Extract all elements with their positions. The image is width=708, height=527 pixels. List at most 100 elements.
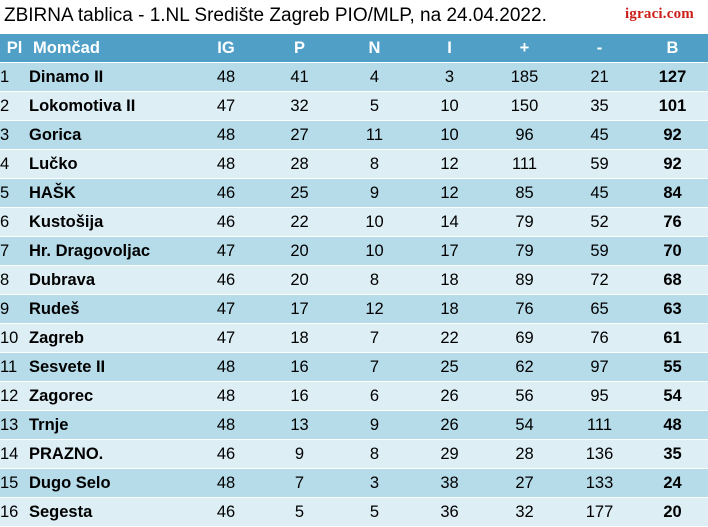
cell-goals-against: 65 bbox=[562, 294, 637, 324]
cell-wins: 20 bbox=[262, 236, 337, 266]
cell-games: 46 bbox=[190, 439, 262, 469]
cell-points: 54 bbox=[637, 381, 708, 411]
cell-goals-for: 150 bbox=[487, 91, 562, 121]
table-row: 4 Lučko 48 28 8 12 111 59 92 bbox=[0, 149, 708, 179]
cell-games: 47 bbox=[190, 294, 262, 324]
cell-goals-against: 45 bbox=[562, 120, 637, 150]
cell-draws: 6 bbox=[337, 381, 412, 411]
cell-goals-against: 177 bbox=[562, 497, 637, 527]
cell-team: Lokomotiva II bbox=[29, 91, 190, 121]
cell-draws: 7 bbox=[337, 352, 412, 382]
cell-goals-for: 27 bbox=[487, 468, 562, 498]
cell-goals-for: 32 bbox=[487, 497, 562, 527]
table-row: 9 Rudeš 47 17 12 18 76 65 63 bbox=[0, 294, 708, 324]
cell-draws: 9 bbox=[337, 178, 412, 208]
column-header-position: Pl bbox=[0, 34, 29, 63]
column-header-goals-for: + bbox=[487, 34, 562, 63]
cell-draws: 8 bbox=[337, 265, 412, 295]
cell-draws: 11 bbox=[337, 120, 412, 150]
cell-games: 48 bbox=[190, 62, 262, 92]
cell-team: Zagorec bbox=[29, 381, 190, 411]
page-title: ZBIRNA tablica - 1.NL Središte Zagreb PI… bbox=[4, 5, 547, 26]
cell-draws: 3 bbox=[337, 468, 412, 498]
table-row: 11 Sesvete II 48 16 7 25 62 97 55 bbox=[0, 352, 708, 382]
cell-goals-against: 111 bbox=[562, 410, 637, 440]
cell-team: Segesta bbox=[29, 497, 190, 527]
cell-points: 101 bbox=[637, 91, 708, 121]
cell-position: 10 bbox=[0, 323, 29, 353]
cell-position: 7 bbox=[0, 236, 29, 266]
column-header-points: B bbox=[637, 34, 708, 63]
cell-losses: 26 bbox=[412, 410, 487, 440]
cell-points: 48 bbox=[637, 410, 708, 440]
cell-points: 35 bbox=[637, 439, 708, 469]
cell-games: 47 bbox=[190, 91, 262, 121]
cell-points: 92 bbox=[637, 120, 708, 150]
cell-games: 48 bbox=[190, 352, 262, 382]
site-logo[interactable]: igraci.com bbox=[624, 6, 694, 22]
cell-draws: 5 bbox=[337, 497, 412, 527]
cell-team: Lučko bbox=[29, 149, 190, 179]
cell-draws: 9 bbox=[337, 410, 412, 440]
cell-goals-for: 96 bbox=[487, 120, 562, 150]
cell-points: 24 bbox=[637, 468, 708, 498]
cell-goals-against: 45 bbox=[562, 178, 637, 208]
cell-wins: 5 bbox=[262, 497, 337, 527]
column-header-losses: I bbox=[412, 34, 487, 63]
cell-games: 47 bbox=[190, 236, 262, 266]
cell-goals-against: 72 bbox=[562, 265, 637, 295]
cell-points: 55 bbox=[637, 352, 708, 382]
cell-draws: 10 bbox=[337, 207, 412, 237]
cell-goals-against: 95 bbox=[562, 381, 637, 411]
column-header-draws: N bbox=[337, 34, 412, 63]
cell-games: 46 bbox=[190, 497, 262, 527]
cell-games: 48 bbox=[190, 381, 262, 411]
cell-goals-against: 136 bbox=[562, 439, 637, 469]
cell-goals-for: 54 bbox=[487, 410, 562, 440]
cell-goals-for: 79 bbox=[487, 236, 562, 266]
cell-games: 46 bbox=[190, 207, 262, 237]
cell-wins: 18 bbox=[262, 323, 337, 353]
cell-draws: 8 bbox=[337, 149, 412, 179]
table-body: 1 Dinamo II 48 41 4 3 185 21 127 2 Lokomotiva II 47… bbox=[0, 62, 708, 527]
cell-points: 68 bbox=[637, 265, 708, 295]
cell-goals-for: 185 bbox=[487, 62, 562, 92]
table-row: 1 Dinamo II 48 41 4 3 185 21 127 bbox=[0, 62, 708, 92]
header-row: Pl Momčad IG P N I + - B bbox=[0, 34, 708, 63]
table-row: 15 Dugo Selo 48 7 3 38 27 133 24 bbox=[0, 468, 708, 498]
cell-games: 48 bbox=[190, 149, 262, 179]
cell-losses: 18 bbox=[412, 265, 487, 295]
cell-wins: 16 bbox=[262, 381, 337, 411]
cell-games: 46 bbox=[190, 265, 262, 295]
cell-wins: 27 bbox=[262, 120, 337, 150]
cell-wins: 7 bbox=[262, 468, 337, 498]
column-header-games: IG bbox=[190, 34, 262, 63]
cell-losses: 14 bbox=[412, 207, 487, 237]
cell-wins: 32 bbox=[262, 91, 337, 121]
cell-goals-against: 59 bbox=[562, 149, 637, 179]
cell-team: Kustošija bbox=[29, 207, 190, 237]
table-row: 14 PRAZNO. 46 9 8 29 28 136 35 bbox=[0, 439, 708, 469]
cell-position: 9 bbox=[0, 294, 29, 324]
cell-goals-for: 28 bbox=[487, 439, 562, 469]
cell-goals-for: 89 bbox=[487, 265, 562, 295]
table-row: 6 Kustošija 46 22 10 14 79 52 76 bbox=[0, 207, 708, 237]
cell-draws: 12 bbox=[337, 294, 412, 324]
column-header-team: Momčad bbox=[29, 34, 190, 63]
cell-points: 63 bbox=[637, 294, 708, 324]
cell-goals-against: 133 bbox=[562, 468, 637, 498]
cell-losses: 10 bbox=[412, 120, 487, 150]
cell-points: 76 bbox=[637, 207, 708, 237]
cell-team: Dubrava bbox=[29, 265, 190, 295]
title-bar: ZBIRNA tablica - 1.NL Središte Zagreb PI… bbox=[0, 0, 708, 33]
table-row: 2 Lokomotiva II 47 32 5 10 150 35 101 bbox=[0, 91, 708, 121]
cell-goals-for: 69 bbox=[487, 323, 562, 353]
cell-goals-for: 79 bbox=[487, 207, 562, 237]
cell-wins: 41 bbox=[262, 62, 337, 92]
cell-goals-against: 52 bbox=[562, 207, 637, 237]
cell-draws: 10 bbox=[337, 236, 412, 266]
cell-games: 48 bbox=[190, 410, 262, 440]
cell-losses: 10 bbox=[412, 91, 487, 121]
standings-table: Pl Momčad IG P N I + - B 1 Dinamo II 48 41 4 3 185 21 12… bbox=[0, 34, 708, 527]
table-row: 13 Trnje 48 13 9 26 54 111 48 bbox=[0, 410, 708, 440]
